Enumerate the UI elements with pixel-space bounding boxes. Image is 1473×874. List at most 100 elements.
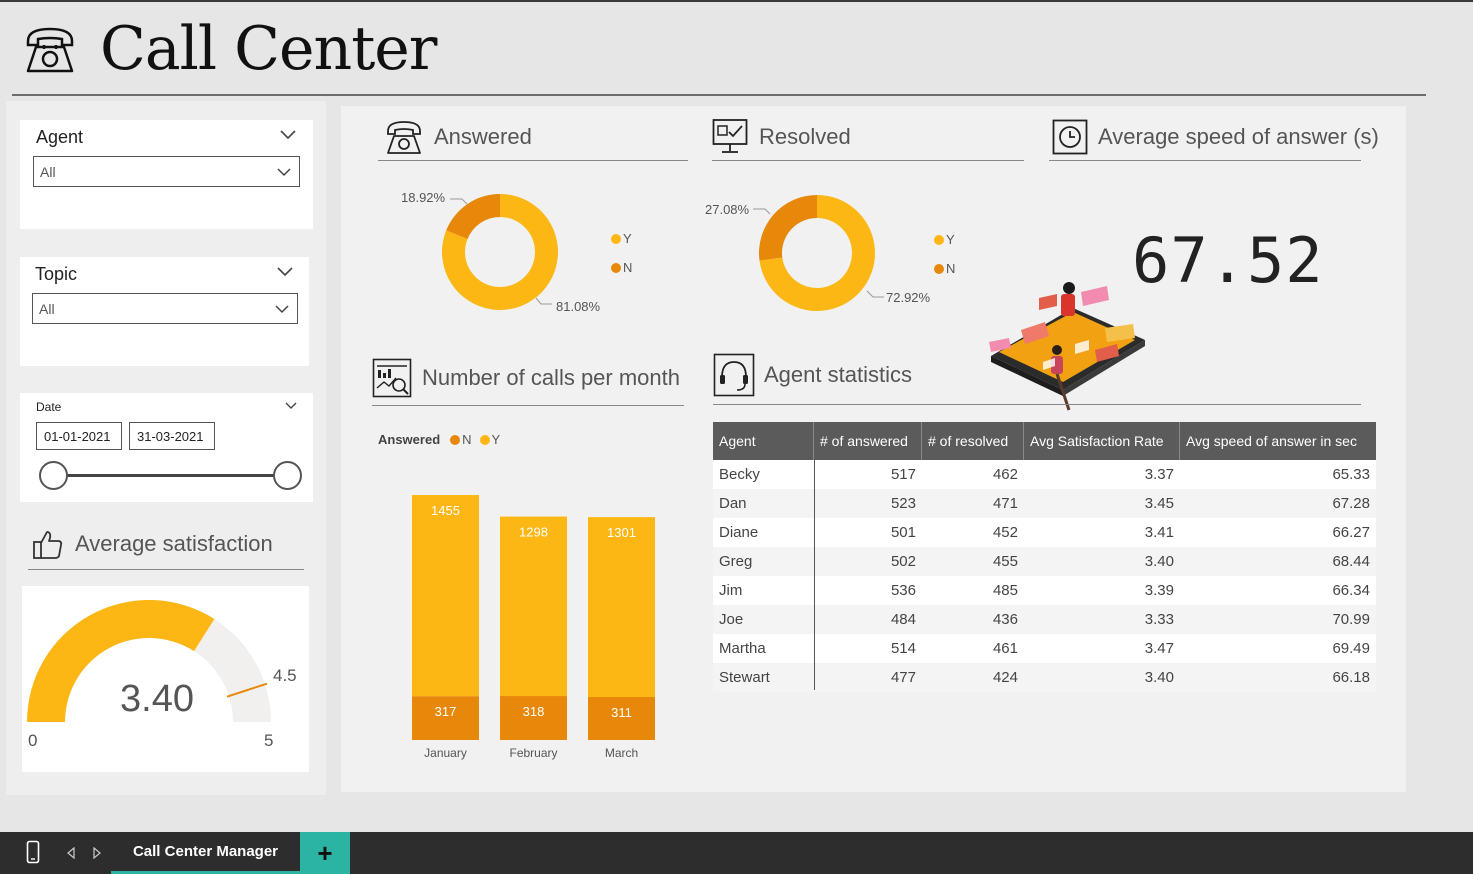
- table-row[interactable]: Dan 523 471 3.45 67.28: [713, 489, 1376, 518]
- avg-satisfaction-divider: [28, 569, 304, 570]
- agent-column-divider: [814, 460, 815, 690]
- thumbs-up-icon: [33, 531, 63, 559]
- mobile-layout-icon[interactable]: [26, 840, 40, 864]
- table-cell: 66.18: [1332, 669, 1370, 686]
- bar-y-january[interactable]: [412, 495, 479, 697]
- table-row[interactable]: Greg 502 455 3.40 68.44: [713, 547, 1376, 576]
- table-cell: 3.45: [1144, 495, 1174, 512]
- date-end-input[interactable]: 31-03-2021: [129, 422, 215, 450]
- date-start-input[interactable]: 01-01-2021: [36, 422, 122, 450]
- topic-dropdown[interactable]: All: [32, 293, 298, 324]
- avg-satisfaction-header: Average satisfaction: [32, 528, 273, 560]
- table-cell: 477: [890, 669, 916, 686]
- gauge-target-marker: [226, 682, 268, 698]
- agent-name-cell: Stewart: [719, 669, 770, 686]
- chevron-down-icon[interactable]: [284, 400, 298, 412]
- bar-n-february[interactable]: [500, 696, 567, 740]
- agent-name-cell: Jim: [719, 582, 743, 599]
- date-slicer: Date 01-01-2021 31-03-2021: [20, 393, 313, 502]
- legend-dot-n: [450, 434, 461, 445]
- table-row[interactable]: Diane 501 452 3.41 66.27: [713, 518, 1376, 547]
- top-border: [0, 0, 1473, 2]
- table-cell: 3.33: [1144, 611, 1174, 628]
- legend-label-n: N: [462, 432, 472, 447]
- calls-legend-title: Answered: [378, 432, 441, 447]
- calls-per-month-divider: [372, 405, 684, 406]
- agent-name-cell: Martha: [719, 640, 766, 657]
- legend-dot-y: [934, 234, 944, 245]
- column-header-resolved[interactable]: # of resolved: [922, 422, 1024, 460]
- table-cell: 3.40: [1144, 553, 1174, 570]
- table-cell: 452: [992, 524, 1018, 541]
- prev-page-icon[interactable]: [66, 847, 76, 859]
- chevron-down-icon[interactable]: [276, 265, 294, 279]
- table-cell: 65.33: [1332, 466, 1370, 483]
- bar-data-label: 311: [611, 705, 632, 720]
- table-cell: 484: [890, 611, 916, 628]
- table-cell: 3.41: [1144, 524, 1174, 541]
- table-cell: 455: [992, 553, 1018, 570]
- table-cell: 502: [890, 553, 916, 570]
- agent-dropdown[interactable]: All: [33, 156, 300, 187]
- table-row[interactable]: Stewart 477 424 3.40 66.18: [713, 663, 1376, 692]
- chevron-down-icon[interactable]: [279, 128, 297, 142]
- bar-n-january[interactable]: [412, 696, 479, 740]
- table-row[interactable]: Becky 517 462 3.37 65.33: [713, 460, 1376, 489]
- column-header-agent[interactable]: Agent: [713, 422, 814, 460]
- satisfaction-gauge-card: 3.40 0 5 4.5: [22, 586, 309, 772]
- chevron-down-icon: [275, 304, 289, 313]
- date-slider-start-handle[interactable]: [39, 461, 68, 490]
- date-slider-end-handle[interactable]: [273, 461, 302, 490]
- gauge-value: 3.40: [120, 678, 194, 720]
- table-row[interactable]: Jim 536 485 3.39 66.34: [713, 576, 1376, 605]
- bar-y-march[interactable]: [588, 517, 655, 698]
- agent-name-cell: Greg: [719, 553, 753, 570]
- answered-label-n: 18.92%: [401, 190, 446, 205]
- table-cell: 424: [992, 669, 1018, 686]
- table-cell: 3.40: [1144, 669, 1174, 686]
- table-cell: 3.47: [1144, 640, 1174, 657]
- column-header-speed[interactable]: Avg speed of answer in sec: [1186, 433, 1357, 449]
- calls-per-month-title: Number of calls per month: [422, 365, 680, 390]
- satisfaction-gauge: [27, 600, 271, 722]
- topic-slicer-label: Topic: [35, 264, 78, 284]
- bar-n-march[interactable]: [588, 697, 655, 740]
- table-cell: 67.28: [1332, 495, 1370, 512]
- table-cell: 436: [992, 611, 1018, 628]
- answered-divider: [378, 160, 688, 161]
- tab-call-center-manager[interactable]: Call Center Manager: [111, 832, 300, 874]
- monitor-check-icon: [712, 119, 748, 153]
- legend-label-n: N: [623, 260, 633, 275]
- column-header-satisfaction[interactable]: Avg Satisfaction Rate: [1024, 422, 1180, 460]
- date-slider-track[interactable]: [54, 474, 288, 477]
- donut-slice-n: [446, 194, 500, 239]
- legend-label-y: Y: [623, 231, 632, 246]
- table-cell: 461: [992, 640, 1018, 657]
- agent-name-cell: Joe: [719, 611, 744, 628]
- add-page-button[interactable]: +: [300, 832, 350, 874]
- table-cell: 536: [890, 582, 916, 599]
- resolved-divider: [712, 160, 1024, 161]
- bar-data-label: 318: [523, 704, 545, 719]
- column-header-answered[interactable]: # of answered: [814, 422, 922, 460]
- headset-icon: [713, 353, 755, 397]
- avg-speed-header: Average speed of answer (s): [1052, 119, 1379, 155]
- phone-icon: [387, 121, 421, 154]
- gauge-target-label: 4.5: [273, 666, 297, 685]
- legend-label-n: N: [946, 261, 956, 276]
- table-row[interactable]: Joe 484 436 3.33 70.99: [713, 605, 1376, 634]
- answered-title: Answered: [434, 124, 532, 149]
- topic-dropdown-value: All: [39, 300, 55, 317]
- bar-y-february[interactable]: [500, 516, 567, 697]
- avg-speed-value: 67.52: [1132, 224, 1324, 297]
- answered-donut: [442, 194, 558, 310]
- table-row[interactable]: Martha 514 461 3.47 69.49: [713, 634, 1376, 663]
- clock-icon: [1052, 119, 1088, 155]
- calls-legend: Answered N Y: [378, 432, 500, 447]
- x-axis-tick-label: March: [605, 746, 638, 760]
- bar-data-label: 1301: [607, 525, 636, 540]
- next-page-icon[interactable]: [92, 847, 102, 859]
- agent-name-cell: Diane: [719, 524, 759, 541]
- table-cell: 514: [890, 640, 916, 657]
- table-cell: 501: [890, 524, 916, 541]
